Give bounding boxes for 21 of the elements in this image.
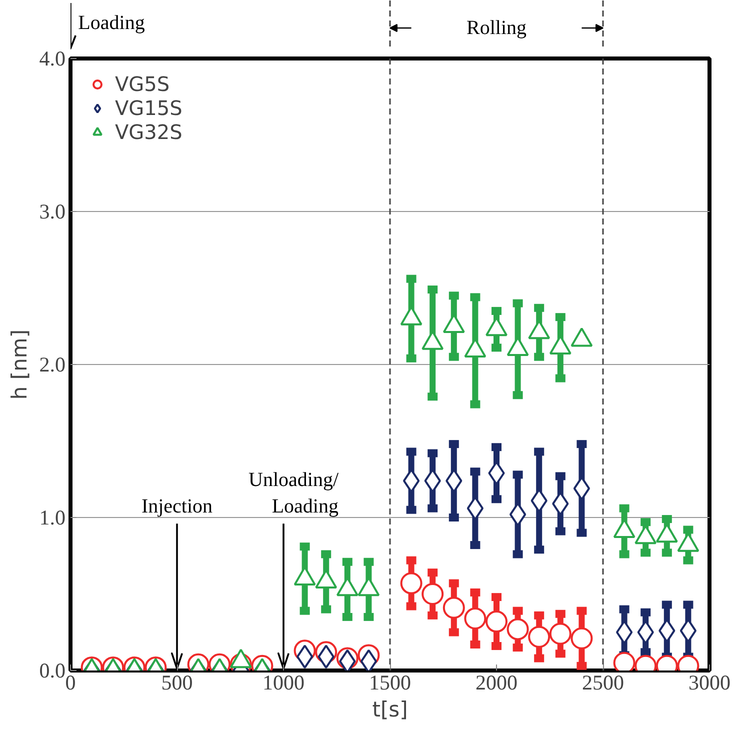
- y-tick-label: 1.0: [39, 506, 66, 530]
- x-tick-label: 500: [161, 670, 193, 694]
- legend-label: VG32S: [115, 120, 182, 144]
- ref-line-label: Unloading/ Loading: [248, 469, 339, 518]
- ref-line-label: Injection: [141, 496, 213, 518]
- x-tick-label: 1000: [262, 670, 304, 694]
- x-tick-label: 1500: [369, 670, 411, 694]
- legend-label: VG5S: [115, 72, 170, 96]
- x-axis-title: t[s]: [372, 698, 408, 722]
- legend-label: VG15S: [115, 96, 182, 120]
- x-tick-label: 3000: [688, 670, 730, 694]
- y-tick-label: 0.0: [39, 658, 66, 682]
- y-tick-label: 3.0: [39, 200, 66, 224]
- x-tick-label: 0: [65, 670, 76, 694]
- y-axis-title: h [nm]: [7, 329, 32, 400]
- text: Rolling: [466, 17, 527, 39]
- y-tick-label: 4.0: [39, 46, 66, 70]
- y-tick-label: 2.0: [39, 352, 66, 376]
- x-tick-label: 2500: [582, 670, 624, 694]
- ref-line-label: Loading: [78, 12, 145, 34]
- x-tick-label: 2000: [476, 670, 518, 694]
